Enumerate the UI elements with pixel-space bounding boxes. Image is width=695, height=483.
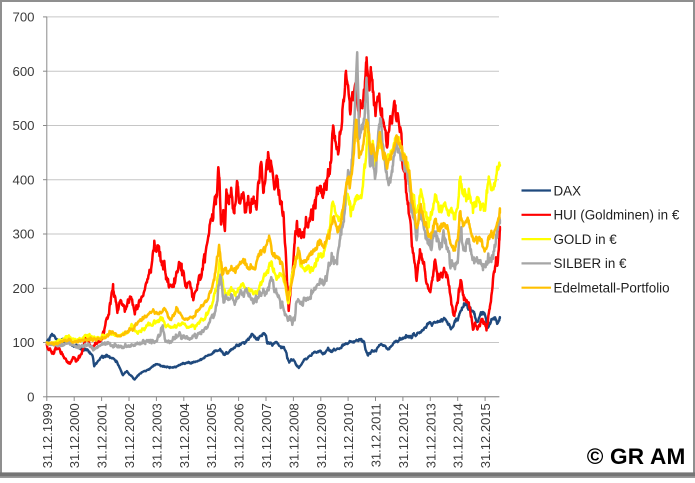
svg-text:31.12.2009: 31.12.2009: [314, 403, 329, 468]
svg-text:© GR AM: © GR AM: [587, 444, 686, 469]
svg-text:GOLD in €: GOLD in €: [554, 232, 618, 247]
svg-text:31.12.1999: 31.12.1999: [40, 403, 55, 468]
svg-text:300: 300: [12, 227, 34, 242]
svg-text:0: 0: [27, 389, 34, 404]
svg-text:31.12.2010: 31.12.2010: [341, 403, 356, 468]
svg-text:500: 500: [12, 118, 34, 133]
svg-text:31.12.2013: 31.12.2013: [423, 403, 438, 468]
svg-text:700: 700: [12, 10, 34, 25]
svg-text:31.12.2008: 31.12.2008: [286, 403, 301, 468]
svg-text:31.12.2015: 31.12.2015: [478, 403, 493, 468]
svg-text:Edelmetall-Portfolio: Edelmetall-Portfolio: [554, 281, 670, 296]
svg-text:DAX: DAX: [554, 183, 582, 198]
svg-text:31.12.2003: 31.12.2003: [149, 403, 164, 468]
svg-text:600: 600: [12, 64, 34, 79]
svg-text:200: 200: [12, 281, 34, 296]
svg-text:31.12.2004: 31.12.2004: [177, 403, 192, 468]
svg-text:31.12.2000: 31.12.2000: [67, 403, 82, 468]
svg-text:31.12.2005: 31.12.2005: [204, 403, 219, 468]
svg-text:SILBER in €: SILBER in €: [554, 256, 627, 271]
svg-text:HUI (Goldminen) in €: HUI (Goldminen) in €: [554, 208, 680, 223]
svg-text:31.12.2012: 31.12.2012: [396, 403, 411, 468]
svg-text:31.12.2007: 31.12.2007: [259, 403, 274, 468]
svg-text:400: 400: [12, 172, 34, 187]
svg-text:100: 100: [12, 335, 34, 350]
svg-text:31.12.2006: 31.12.2006: [232, 403, 247, 468]
svg-text:31.12.2011: 31.12.2011: [369, 403, 384, 467]
svg-text:31.12.2001: 31.12.2001: [95, 403, 110, 468]
svg-text:31.12.2014: 31.12.2014: [451, 403, 466, 468]
svg-text:31.12.2002: 31.12.2002: [122, 403, 137, 468]
